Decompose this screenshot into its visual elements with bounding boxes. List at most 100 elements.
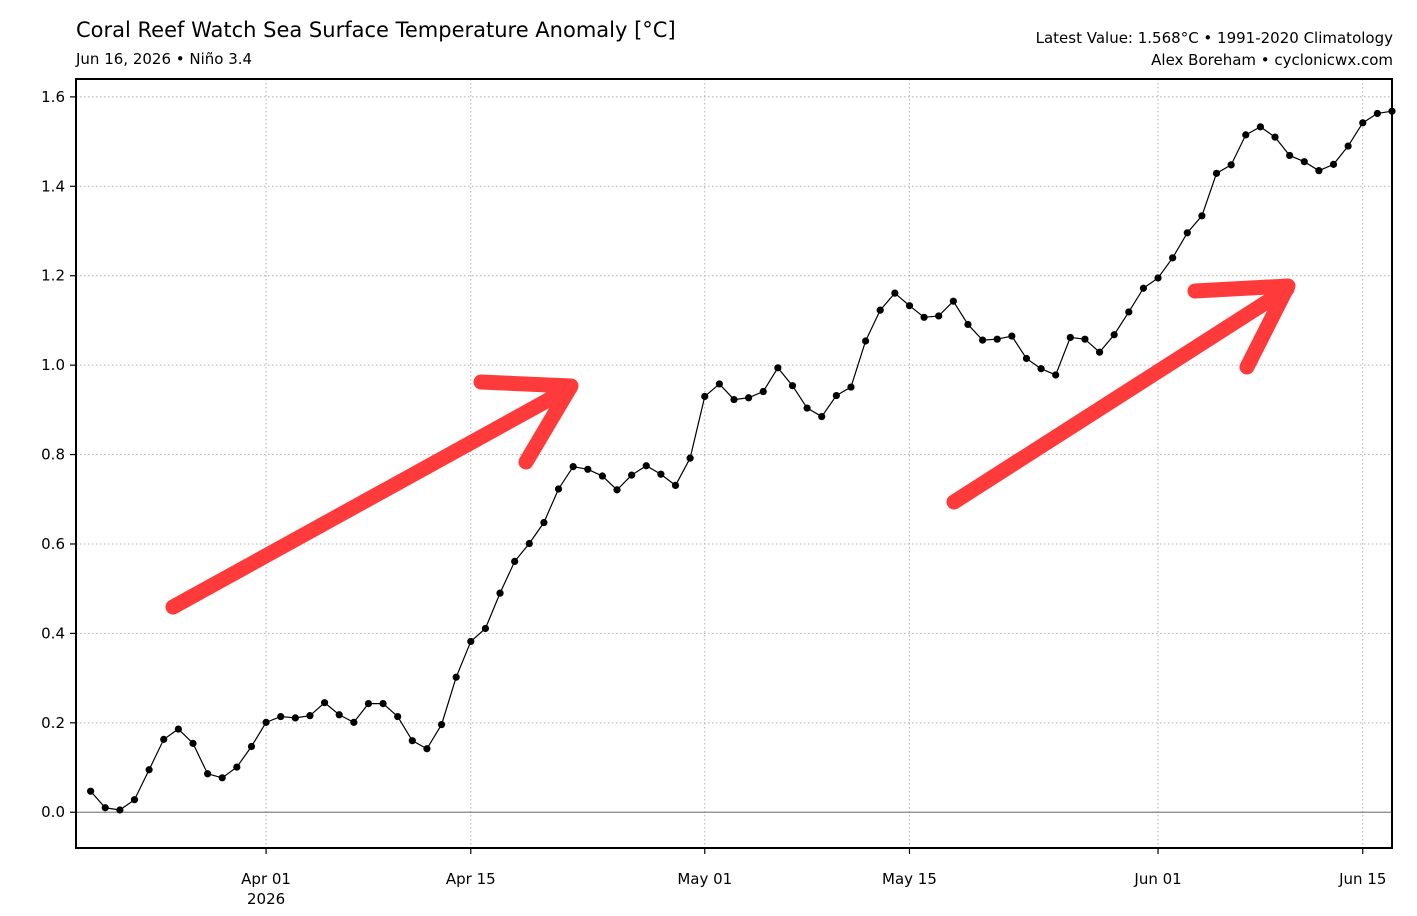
data-point: [423, 745, 431, 753]
data-point: [291, 714, 299, 722]
plot-frame: [75, 78, 1393, 849]
arrow-shaft: [946, 281, 1295, 510]
data-point: [1139, 284, 1148, 292]
x-tick-label: May 15: [882, 870, 937, 888]
data-point: [1154, 274, 1162, 282]
data-point: [964, 320, 972, 329]
data-point: [598, 472, 607, 480]
data-point: [364, 699, 373, 708]
data-point: [613, 486, 621, 494]
data-point: [1300, 158, 1308, 166]
chart-title: Coral Reef Watch Sea Surface Temperature…: [76, 18, 676, 42]
data-point: [218, 774, 226, 782]
x-tick-year-label: 2026: [247, 890, 285, 908]
data-point: [394, 712, 402, 721]
data-point: [130, 796, 139, 804]
data-point: [905, 302, 914, 310]
data-point: [1008, 332, 1016, 340]
axes: 0.0 0.2 0.4 0.6 0.8 1.0 1.2 1.4 1.6 Apr 01 2026 Apr…: [41, 88, 1386, 908]
y-tick-label: 0.4: [41, 624, 65, 642]
data-point: [525, 539, 533, 548]
data-point: [730, 395, 738, 404]
data-point: [657, 470, 665, 478]
data-point: [540, 518, 548, 527]
arrow-shaft: [165, 380, 578, 615]
data-point: [935, 312, 943, 320]
data-point: [437, 721, 446, 729]
data-point: [584, 465, 592, 473]
data-point: [233, 763, 241, 771]
data-point: [496, 589, 504, 597]
data-point: [803, 404, 811, 412]
data-point: [262, 718, 270, 726]
data-point: [993, 335, 1001, 343]
data-point: [467, 637, 475, 646]
y-tick-label: 0.0: [41, 803, 65, 821]
data-point: [569, 463, 577, 471]
data-point: [715, 380, 723, 388]
y-tick-label: 1.2: [41, 267, 65, 285]
data-point: [1344, 142, 1352, 150]
data-point: [1359, 119, 1367, 127]
series-line: [90, 110, 1393, 811]
data-point: [642, 462, 650, 470]
y-tick-label: 1.0: [41, 356, 65, 374]
data-point: [174, 725, 182, 733]
data-point: [759, 387, 767, 396]
data-point: [1022, 354, 1031, 363]
data-point: [204, 770, 212, 778]
data-point: [1066, 333, 1074, 342]
y-tick-label: 0.2: [41, 714, 65, 732]
data-point: [1081, 335, 1089, 343]
x-tick-label: May 01: [677, 870, 732, 888]
data-point: [160, 735, 168, 743]
data-point: [1256, 123, 1264, 131]
data-point: [745, 394, 753, 402]
x-tick-label: Jun 15: [1338, 870, 1386, 888]
arrow-head: [1187, 278, 1296, 375]
data-point: [320, 699, 329, 707]
data-point: [862, 337, 870, 345]
data-point: [1373, 109, 1381, 118]
data-point: [686, 454, 694, 462]
data-point: [628, 471, 636, 479]
data-point: [101, 804, 109, 812]
data-point: [1110, 331, 1118, 339]
data-point: [788, 382, 797, 390]
data-point: [891, 289, 899, 297]
data-point: [379, 699, 387, 708]
data-point: [1125, 308, 1133, 316]
data-point: [701, 392, 709, 401]
data-point: [1095, 348, 1104, 356]
data-point: [774, 364, 782, 372]
data-point: [1242, 131, 1250, 139]
latest-value-info: Latest Value: 1.568°C • 1991-2020 Climat…: [1035, 29, 1393, 47]
data-point: [554, 485, 563, 493]
data-point: [1183, 229, 1191, 237]
data-point: [116, 806, 124, 814]
data-point: [452, 673, 460, 681]
data-point: [1169, 254, 1177, 262]
y-tick-label: 1.4: [41, 177, 65, 195]
data-point: [1227, 161, 1235, 169]
data-point: [671, 481, 680, 490]
grid-lines: [76, 79, 1392, 848]
x-tick-label: Jun 01: [1133, 870, 1181, 888]
data-point: [306, 712, 314, 720]
data-point: [949, 297, 957, 305]
data-point: [1329, 160, 1338, 168]
author-credit: Alex Boreham • cyclonicwx.com: [1151, 51, 1393, 69]
x-tick-label: Apr 15: [446, 870, 496, 888]
data-point: [1271, 133, 1279, 141]
data-point: [847, 383, 855, 391]
data-point: [335, 711, 343, 719]
data-point: [818, 412, 826, 421]
data-point: [920, 313, 928, 321]
data-point: [511, 557, 519, 566]
data-point: [350, 718, 358, 726]
series-anomaly: [87, 107, 1396, 814]
trend-arrows: [165, 278, 1296, 615]
data-point: [481, 624, 490, 633]
data-point: [247, 742, 256, 751]
